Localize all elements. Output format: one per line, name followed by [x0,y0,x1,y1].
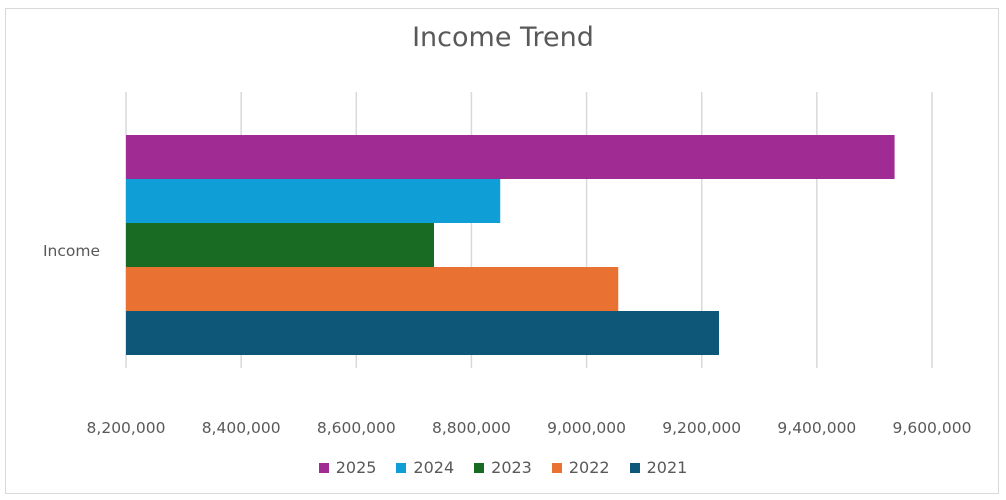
x-tick-label: 8,800,000 [432,419,511,437]
legend: 2025 2024 2023 2022 2021 [0,458,1006,477]
x-tick-label: 9,000,000 [547,419,626,437]
bar-2021 [126,311,719,355]
x-tick-label: 9,600,000 [893,419,972,437]
legend-label: 2023 [491,458,532,477]
x-tick-label: 8,200,000 [87,419,166,437]
category-label: Income [43,242,100,260]
x-tick-label: 8,600,000 [317,419,396,437]
x-tick-label: 9,400,000 [777,419,856,437]
legend-item: 2025 [318,458,377,477]
x-tick-label: 9,200,000 [662,419,741,437]
legend-label: 2025 [335,458,377,477]
legend-swatch [474,462,485,473]
legend-item: 2022 [551,458,610,477]
bar-2023 [126,223,435,267]
legend-item: 2024 [396,458,454,477]
legend-swatch [551,462,562,473]
legend-swatch [629,462,640,473]
chart-title: Income Trend [412,22,594,53]
bar-2025 [126,135,895,179]
legend-swatch [396,462,407,473]
bar-2022 [126,267,619,311]
legend-item: 2021 [629,458,688,477]
legend-swatch [318,462,329,473]
bar-2024 [126,179,501,223]
legend-label: 2022 [568,458,610,477]
x-tick-label: 8,400,000 [202,419,281,437]
legend-item: 2023 [474,458,532,477]
legend-label: 2021 [646,458,688,477]
legend-label: 2024 [413,458,455,477]
